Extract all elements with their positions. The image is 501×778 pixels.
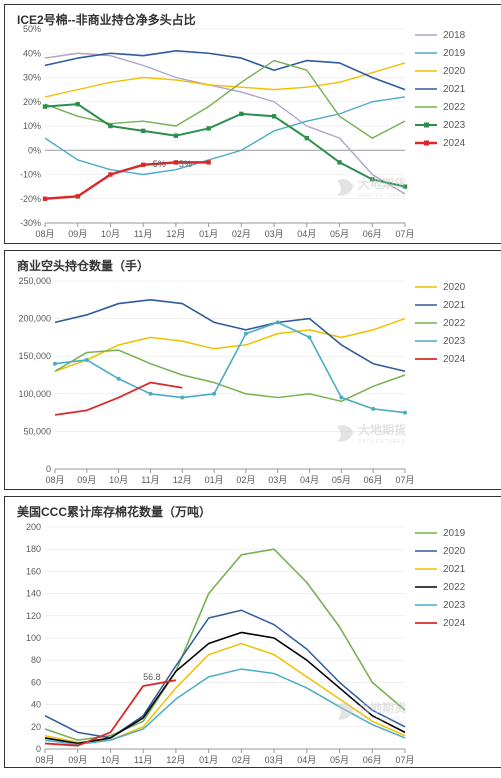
svg-text:180: 180 (26, 544, 41, 554)
chart1-svg: -30%-20%-10%0%10%20%30%40%50%08月09月10月11… (5, 5, 496, 243)
chart2-title: 商业空头持仓数量（手） (17, 257, 149, 274)
svg-text:06月: 06月 (363, 229, 382, 239)
svg-text:06月: 06月 (364, 475, 383, 485)
svg-text:11月: 11月 (134, 229, 152, 239)
svg-text:2021: 2021 (443, 300, 466, 311)
svg-text:100: 100 (26, 633, 41, 643)
svg-text:60: 60 (31, 677, 41, 687)
svg-text:2023: 2023 (443, 336, 466, 347)
svg-text:2023: 2023 (443, 600, 466, 611)
svg-text:03月: 03月 (265, 229, 284, 239)
chart3-svg: 0 20 40 60 80 100 120 140 160 180 200 08月 09月 10月 11月 1… (5, 497, 496, 767)
svg-text:11月: 11月 (141, 475, 159, 485)
svg-text:0: 0 (46, 464, 51, 474)
svg-text:04月: 04月 (300, 475, 319, 485)
chart3-title: 美国CCC累计库存棉花数量（万吨） (17, 503, 211, 520)
svg-text:08月: 08月 (35, 229, 54, 239)
svg-text:2023: 2023 (443, 120, 466, 131)
svg-text:10月: 10月 (101, 755, 120, 765)
svg-text:07月: 07月 (395, 475, 414, 485)
svg-text:2022: 2022 (443, 318, 466, 329)
svg-text:200: 200 (26, 522, 41, 532)
svg-text:03月: 03月 (265, 755, 284, 765)
svg-text:09月: 09月 (68, 229, 87, 239)
svg-text:01月: 01月 (199, 229, 218, 239)
svg-text:40%: 40% (23, 48, 41, 58)
svg-text:120: 120 (26, 611, 41, 621)
svg-text:40: 40 (31, 700, 41, 710)
svg-text:10月: 10月 (101, 229, 120, 239)
chart-panel-2: 商业空头持仓数量（手） 0 50,000 100,000 150,000 200,000… (4, 250, 501, 490)
svg-text:03月: 03月 (268, 475, 287, 485)
svg-text:2019: 2019 (443, 48, 466, 59)
svg-text:12月: 12月 (166, 755, 185, 765)
svg-text:2018: 2018 (443, 30, 466, 41)
svg-text:20%: 20% (23, 97, 41, 107)
svg-text:56.8: 56.8 (143, 672, 161, 682)
svg-text:100,000: 100,000 (18, 389, 51, 399)
svg-text:-5%: -5% (150, 159, 166, 169)
svg-text:20: 20 (31, 722, 41, 732)
svg-text:2019: 2019 (443, 528, 466, 539)
svg-text:2020: 2020 (443, 546, 466, 557)
svg-text:01月: 01月 (199, 755, 218, 765)
svg-text:0: 0 (36, 744, 41, 754)
chart1-title: ICE2号棉--非商业持仓净多头占比 (17, 11, 196, 28)
svg-text:2021: 2021 (443, 564, 466, 575)
svg-text:2024: 2024 (443, 354, 466, 365)
svg-text:12月: 12月 (173, 475, 192, 485)
svg-text:08月: 08月 (35, 755, 54, 765)
svg-text:2021: 2021 (443, 84, 466, 95)
svg-text:2022: 2022 (443, 102, 466, 113)
svg-text:09月: 09月 (68, 755, 87, 765)
svg-text:09月: 09月 (77, 475, 96, 485)
svg-text:07月: 07月 (395, 755, 414, 765)
svg-text:05月: 05月 (330, 229, 349, 239)
svg-text:05月: 05月 (332, 475, 351, 485)
svg-text:2020: 2020 (443, 66, 466, 77)
svg-text:2022: 2022 (443, 582, 466, 593)
svg-text:12月: 12月 (166, 229, 185, 239)
svg-text:140: 140 (26, 589, 41, 599)
svg-text:02月: 02月 (236, 475, 255, 485)
svg-text:-10%: -10% (20, 170, 41, 180)
svg-text:150,000: 150,000 (18, 351, 51, 361)
svg-text:08月: 08月 (45, 475, 64, 485)
svg-text:07月: 07月 (395, 229, 414, 239)
svg-text:-5%: -5% (176, 159, 192, 169)
chart-panel-1: ICE2号棉--非商业持仓净多头占比 -30% -20% -10% 0% 10% 20% 3… (4, 4, 501, 244)
svg-text:200,000: 200,000 (18, 314, 51, 324)
svg-text:10%: 10% (23, 121, 41, 131)
svg-text:160: 160 (26, 566, 41, 576)
svg-text:04月: 04月 (297, 755, 316, 765)
svg-text:2024: 2024 (443, 618, 466, 629)
svg-text:04月: 04月 (297, 229, 316, 239)
svg-text:10月: 10月 (109, 475, 128, 485)
svg-text:06月: 06月 (363, 755, 382, 765)
svg-text:2020: 2020 (443, 282, 466, 293)
svg-text:80: 80 (31, 655, 41, 665)
chart-panel-3: 美国CCC累计库存棉花数量（万吨） 0 20 40 60 80 100 120 140 160 1… (4, 496, 501, 768)
svg-text:02月: 02月 (232, 229, 251, 239)
svg-text:-20%: -20% (20, 194, 41, 204)
svg-text:50,000: 50,000 (23, 426, 51, 436)
svg-text:05月: 05月 (330, 755, 349, 765)
svg-text:250,000: 250,000 (18, 276, 51, 286)
svg-text:30%: 30% (23, 73, 41, 83)
svg-text:0%: 0% (28, 145, 41, 155)
svg-text:-30%: -30% (20, 218, 41, 228)
svg-text:01月: 01月 (205, 475, 224, 485)
chart2-svg: 0 50,000 100,000 150,000 200,000 250,000 08月 09… (5, 251, 496, 489)
svg-text:02月: 02月 (232, 755, 251, 765)
svg-text:11月: 11月 (134, 755, 152, 765)
svg-text:2024: 2024 (443, 138, 466, 149)
